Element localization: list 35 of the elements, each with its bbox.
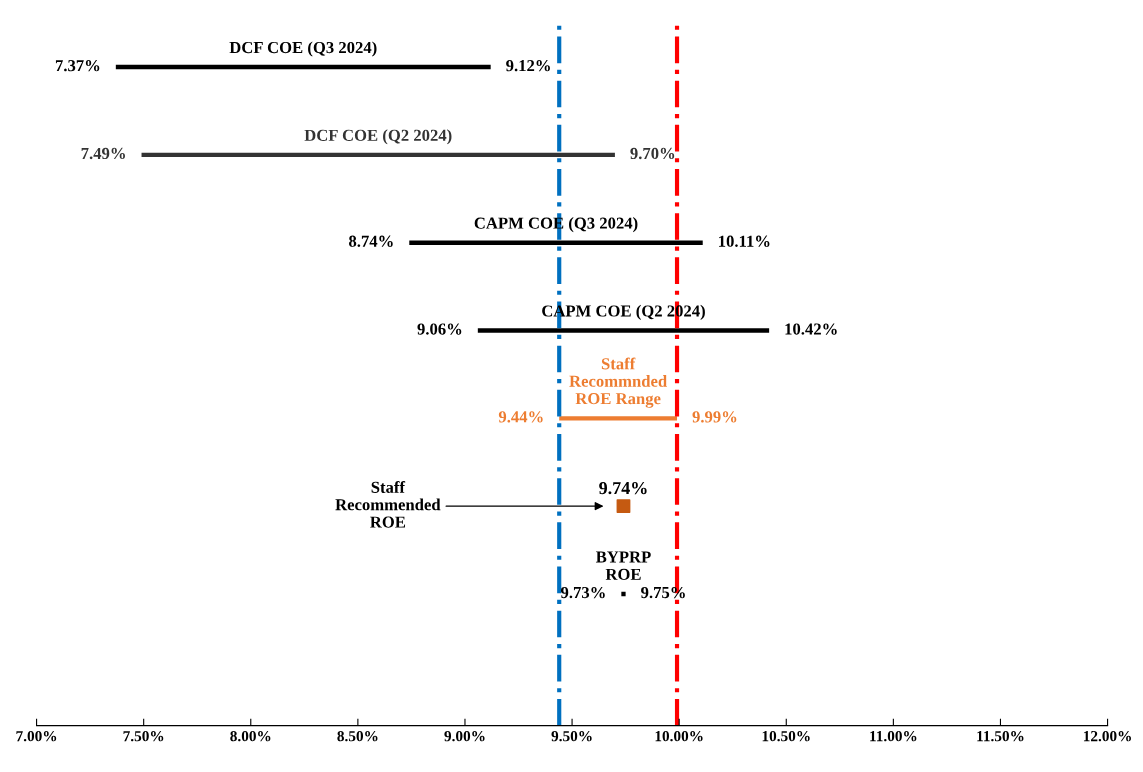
x-tick-label: 7.50% (123, 730, 164, 742)
bar (141, 152, 615, 158)
x-tick-label: 8.50% (337, 730, 378, 742)
annotation: 10.11% (719, 235, 770, 247)
annotation: Staff Recommended ROE (335, 480, 441, 528)
annotation: 9.99% (692, 411, 737, 423)
annotation: 9.74% (599, 481, 647, 495)
x-tick-label: 7.00% (16, 730, 57, 742)
bar (409, 240, 703, 245)
annotation: 8.74% (349, 235, 393, 247)
annotation: 9.12% (506, 59, 550, 72)
x-tick-label: 11.50% (977, 730, 1024, 742)
x-tick-label: 10.00% (655, 730, 703, 742)
bar (477, 328, 770, 333)
annotation: BYPRP ROE (595, 551, 651, 581)
x-tick-label: 8.00% (230, 730, 271, 742)
x-tick-label: 10.50% (762, 730, 810, 742)
x-tick-label: 9.50% (551, 730, 592, 742)
annotation: DCF COE (Q2 2024) (304, 129, 452, 145)
bar (559, 416, 678, 421)
x-tick-label: 9.00% (444, 730, 485, 742)
annotation: 10.42% (785, 323, 837, 335)
annotation: 9.44% (498, 411, 543, 423)
annotation: 9.70% (630, 147, 675, 160)
annotation: 7.37% (55, 59, 100, 72)
x-tick-label: 11.00% (870, 730, 917, 742)
annotation: 9.73% (560, 586, 605, 599)
annotation: Staff Recommnded ROE Range (569, 357, 668, 408)
x-tick-label: 12.00% (1083, 730, 1131, 742)
bar (115, 64, 491, 70)
bar (621, 591, 626, 597)
annotation: 7.49% (81, 147, 125, 160)
annotation: 9.75% (641, 586, 685, 599)
annotation: 9.06% (417, 323, 462, 335)
annotation: DCF COE (Q3 2024) (229, 41, 377, 57)
